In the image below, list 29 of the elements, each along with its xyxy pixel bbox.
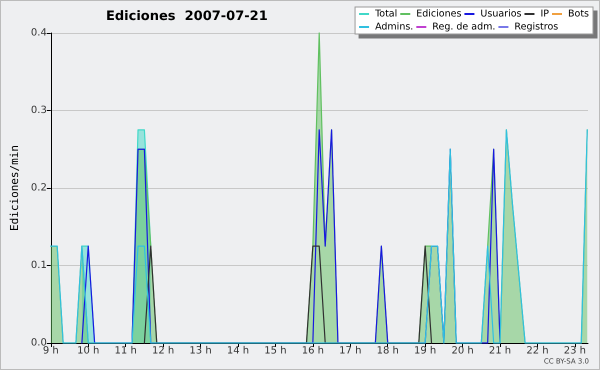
y-axis-title: Ediciones/min — [8, 144, 21, 232]
legend-label: Usuarios — [480, 8, 522, 20]
y-tick-label: 0.4 — [30, 28, 47, 38]
legend-label: Admins. — [375, 22, 414, 32]
x-tick-label: 22 h — [526, 346, 549, 356]
legend-label: Ediciones — [416, 8, 462, 20]
x-tick-label: 20 h — [451, 346, 474, 356]
x-tick-label: 18 h — [376, 346, 399, 356]
x-tick-label: 16 h — [302, 346, 324, 356]
y-tick-label: 0.3 — [30, 105, 47, 116]
x-tick-label: 9 h — [42, 346, 59, 356]
x-tick-label: 21 h — [488, 346, 512, 356]
y-tick-label: 0.2 — [30, 182, 47, 194]
x-tick-label: 15 h — [264, 346, 287, 356]
x-tick-label: 19 h — [414, 346, 436, 356]
x-tick-label: 14 h — [226, 346, 250, 356]
x-tick-label: 17 h — [339, 346, 362, 356]
legend-label: Reg. de adm. — [432, 22, 496, 32]
y-tick-label: 0.1 — [30, 260, 47, 271]
legend-label: Registros — [514, 22, 558, 32]
x-tick-label: 10 h — [77, 346, 100, 356]
legend-label: Total — [374, 8, 398, 20]
x-tick-label: 23 h — [564, 346, 586, 356]
legend-label: Bots — [568, 8, 590, 20]
legend-label: IP — [540, 8, 550, 20]
x-tick-label: 11 h — [114, 346, 137, 356]
chart-title: Ediciones 2007-07-21 — [106, 9, 268, 24]
x-tick-label: 13 h — [189, 346, 212, 356]
x-tick-label: 12 h — [152, 346, 174, 356]
